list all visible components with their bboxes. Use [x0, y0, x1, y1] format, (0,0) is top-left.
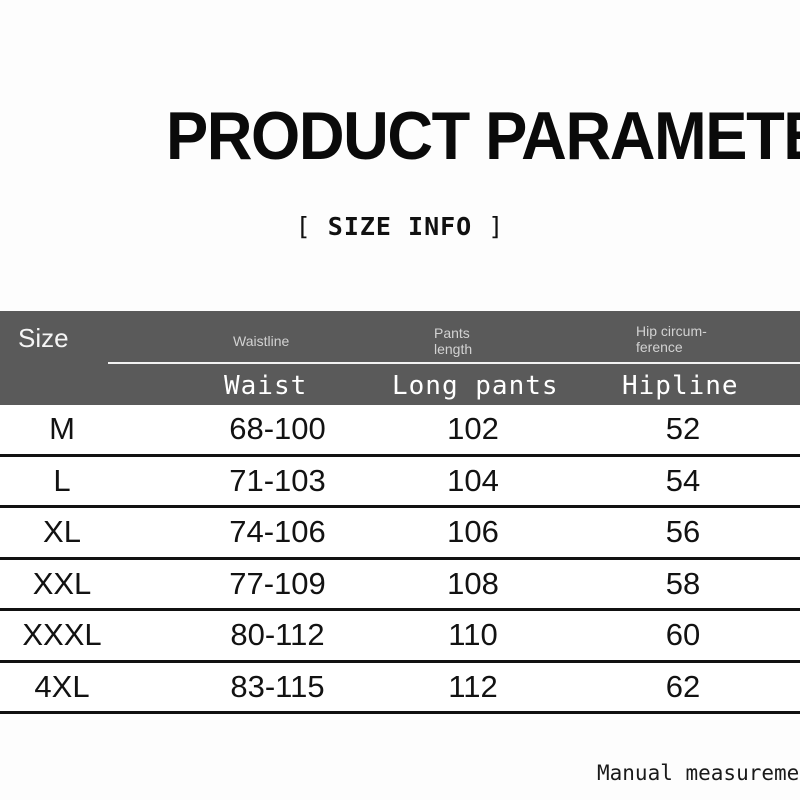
cell-hipline: 54: [665, 462, 701, 498]
cell-waist: 74-106: [229, 514, 326, 549]
cell-long-pants: 110: [448, 617, 498, 652]
cell-long-pants: 112: [448, 668, 498, 704]
page-title: PRODUCT PARAMETERS: [166, 100, 800, 174]
cell-hipline: 56: [665, 514, 701, 549]
cell-hipline: 62: [665, 668, 701, 704]
cell-size: 4XL: [34, 668, 90, 704]
footer-note: Manual measurement: [597, 761, 800, 785]
cell-hipline: 52: [665, 411, 701, 446]
subtitle-open-bracket: [: [295, 212, 312, 241]
cell-waist: 68-100: [229, 411, 326, 446]
cell-waist: 71-103: [229, 462, 326, 498]
column-subheader-pants-length: Pants length: [434, 325, 473, 357]
table-body: M 68-100 102 52 L 71-103 104 54 XL 74-10…: [0, 405, 800, 714]
table-row: 4XL 83-115 112 62: [0, 662, 800, 714]
cell-waist: 80-112: [230, 617, 325, 652]
cell-size: XL: [43, 514, 81, 549]
column-header-hipline: Hipline: [622, 371, 739, 401]
column-header-size: Size: [18, 323, 69, 353]
table-row: XL 74-106 106 56: [0, 508, 800, 560]
subtitle-close-bracket: ]: [488, 212, 505, 241]
cell-hipline: 60: [665, 617, 701, 652]
table-header: Size Waistline Pants length Hip circum- …: [0, 311, 800, 405]
table-row: XXXL 80-112 110 60: [0, 611, 800, 663]
column-header-waist: Waist: [224, 371, 308, 401]
cell-hipline: 58: [665, 565, 701, 601]
cell-long-pants: 102: [447, 411, 499, 446]
cell-size: XXXL: [22, 617, 102, 652]
cell-size: L: [53, 462, 71, 498]
column-subheader-hip-circumference: Hip circum- ference: [636, 323, 707, 355]
page-subtitle: [ SIZE INFO ]: [0, 212, 800, 241]
cell-waist: 77-109: [229, 565, 326, 601]
cell-size: M: [49, 411, 75, 446]
table-row: XXL 77-109 108 58: [0, 559, 800, 611]
column-header-long-pants: Long pants: [392, 371, 559, 401]
cell-long-pants: 104: [447, 462, 499, 498]
table-row: M 68-100 102 52: [0, 405, 800, 457]
footer-note-container: Manual measurement: [0, 758, 800, 800]
subtitle-text: SIZE INFO: [327, 212, 473, 241]
page-title-container: PRODUCT PARAMETERS: [0, 100, 800, 180]
table-row: L 71-103 104 54: [0, 456, 800, 508]
cell-size: XXL: [32, 565, 92, 601]
size-info-table: Size Waistline Pants length Hip circum- …: [0, 311, 800, 714]
cell-long-pants: 106: [447, 514, 499, 549]
cell-waist: 83-115: [230, 668, 325, 704]
column-subheader-waistline: Waistline: [233, 333, 290, 349]
cell-long-pants: 108: [447, 565, 499, 601]
